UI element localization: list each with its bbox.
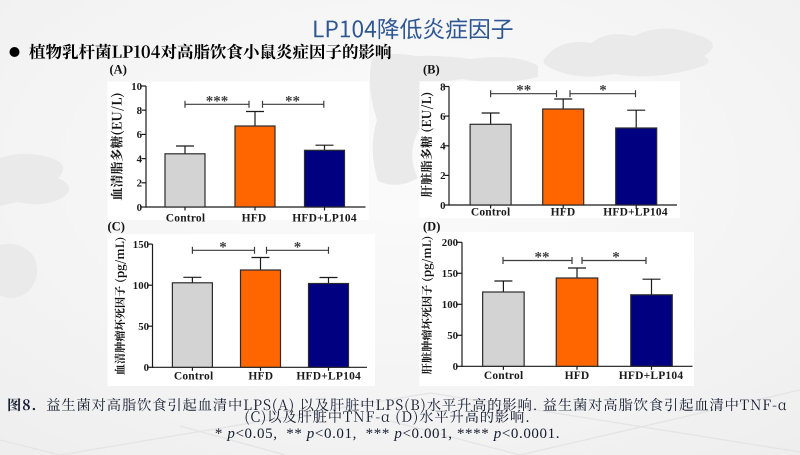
- svg-text:200: 200: [442, 237, 458, 249]
- svg-text:150: 150: [442, 268, 458, 280]
- svg-text:*: *: [599, 83, 607, 99]
- svg-text:150: 150: [133, 239, 149, 251]
- svg-text:4: 4: [440, 141, 446, 153]
- svg-text:(B): (B): [423, 63, 440, 77]
- svg-text:**: **: [535, 250, 550, 266]
- svg-text:0: 0: [440, 200, 445, 212]
- svg-text:*: *: [612, 250, 620, 266]
- svg-text:100: 100: [133, 280, 149, 292]
- svg-text:0: 0: [137, 202, 142, 214]
- svg-text:(C): (C): [108, 220, 125, 234]
- svg-text:(A): (A): [110, 63, 127, 77]
- svg-text:HFD: HFD: [242, 213, 267, 225]
- svg-text:2: 2: [137, 178, 142, 190]
- svg-text:50: 50: [138, 321, 149, 333]
- svg-text:***: ***: [206, 93, 229, 109]
- svg-text:Control: Control: [484, 370, 524, 382]
- svg-text:Control: Control: [174, 371, 214, 383]
- svg-text:8: 8: [137, 105, 143, 117]
- svg-text:HFD+LP104: HFD+LP104: [619, 370, 684, 382]
- svg-text:*: *: [219, 239, 227, 255]
- svg-text:HFD+LP104: HFD+LP104: [292, 213, 357, 225]
- svg-text:0: 0: [144, 362, 149, 374]
- svg-text:10: 10: [131, 81, 142, 93]
- svg-text:HFD: HFD: [248, 371, 273, 383]
- svg-text:HFD+LP104: HFD+LP104: [603, 207, 668, 219]
- svg-text:**: **: [516, 83, 531, 99]
- svg-text:HFD: HFD: [551, 207, 576, 219]
- svg-text:**: **: [285, 93, 300, 109]
- svg-text:6: 6: [440, 111, 446, 123]
- svg-text:8: 8: [440, 81, 446, 93]
- svg-text:6: 6: [137, 129, 143, 141]
- svg-text:(D): (D): [423, 220, 440, 234]
- svg-text:100: 100: [442, 299, 458, 311]
- svg-text:HFD+LP104: HFD+LP104: [296, 371, 361, 383]
- svg-text:4: 4: [137, 153, 143, 165]
- svg-text:HFD: HFD: [565, 370, 590, 382]
- svg-text:Control: Control: [471, 207, 511, 219]
- svg-text:2: 2: [440, 170, 445, 182]
- svg-text:* p<0.05, ** p<0.01, *** p<0: * p<0.05, ** p<0.01, *** p<0.001, **** p…: [215, 426, 560, 442]
- svg-text:50: 50: [447, 330, 458, 342]
- svg-text:0: 0: [453, 361, 458, 373]
- svg-text:Control: Control: [166, 213, 206, 225]
- svg-text:*: *: [294, 239, 302, 255]
